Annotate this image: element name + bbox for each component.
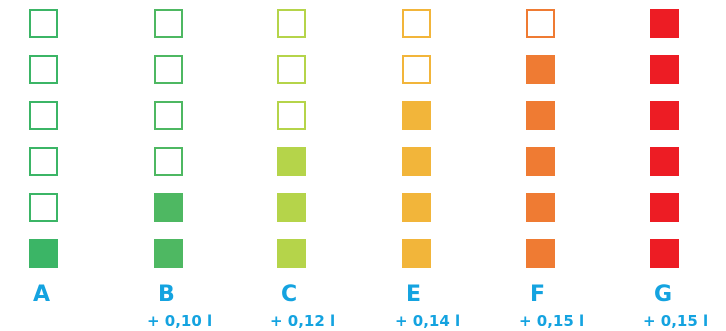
consumption-value: + 0,14 l [395,312,461,330]
filled-square [650,239,679,268]
consumption-value: + 0,15 l [519,312,585,330]
rating-column-e: E + 0,14 l [395,0,482,331]
consumption-value: + 0,12 l [270,312,336,330]
filled-square [402,101,431,130]
rating-column-b: B + 0,10 l [147,0,234,331]
filled-square [277,193,306,222]
filled-square [526,55,555,84]
filled-square [526,193,555,222]
filled-square [402,239,431,268]
filled-square [650,101,679,130]
empty-square [402,9,431,38]
rating-letter: A [33,282,51,307]
rating-letter: B [158,282,175,307]
filled-square [650,147,679,176]
empty-square [154,55,183,84]
rating-letter: F [530,282,546,307]
filled-square [154,239,183,268]
empty-square [277,9,306,38]
empty-square [29,101,58,130]
filled-square [526,147,555,176]
rating-letter: G [654,282,673,307]
rating-column-g: G + 0,15 l [643,0,726,331]
rating-letter: E [406,282,422,307]
empty-square [29,147,58,176]
empty-square [29,9,58,38]
empty-square [154,101,183,130]
filled-square [650,55,679,84]
filled-square [277,147,306,176]
filled-square [650,193,679,222]
filled-square [402,147,431,176]
filled-square [29,239,58,268]
rating-column-c: C + 0,12 l [270,0,357,331]
filled-square [154,193,183,222]
consumption-value: + 0,15 l [643,312,709,330]
empty-square [402,55,431,84]
rating-column-a: A [29,0,109,331]
empty-square [277,55,306,84]
filled-square [277,239,306,268]
empty-square [154,9,183,38]
empty-square [29,193,58,222]
empty-square [526,9,555,38]
consumption-value: + 0,10 l [147,312,213,330]
empty-square [277,101,306,130]
filled-square [526,239,555,268]
rating-letter: C [281,282,298,307]
filled-square [650,9,679,38]
empty-square [154,147,183,176]
rating-column-f: F + 0,15 l [519,0,606,331]
empty-square [29,55,58,84]
filled-square [402,193,431,222]
filled-square [526,101,555,130]
